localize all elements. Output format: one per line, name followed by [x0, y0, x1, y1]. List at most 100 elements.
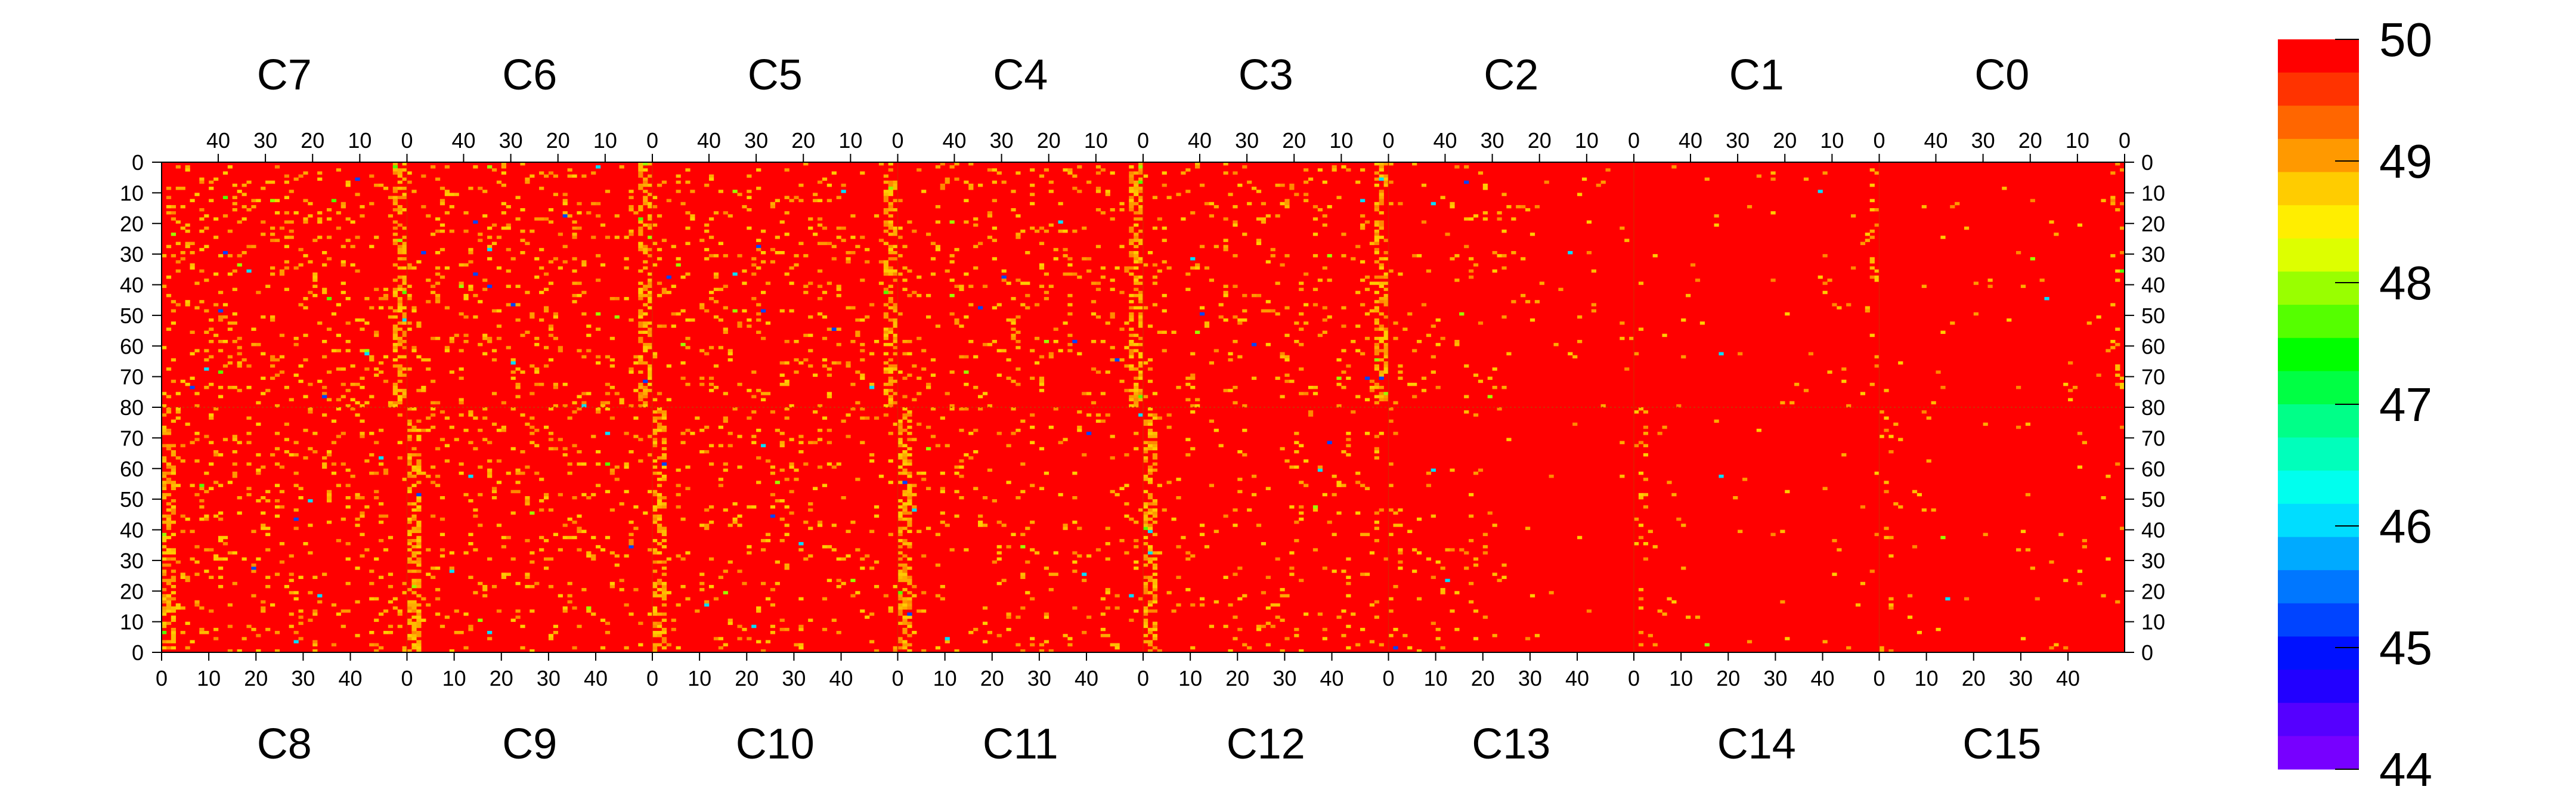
heatmap-cell — [1129, 398, 1134, 402]
heatmap-cell — [973, 217, 979, 221]
heatmap-cell — [1095, 171, 1101, 175]
heatmap-cell — [1383, 330, 1389, 334]
heatmap-cell — [431, 425, 436, 429]
heatmap-cell — [232, 202, 237, 206]
heatmap-cell — [539, 478, 544, 481]
heatmap-cell — [1147, 575, 1153, 579]
heatmap-cell — [360, 214, 365, 218]
heatmap-cell — [379, 538, 384, 543]
heatmap-cell — [883, 199, 888, 203]
heatmap-cell — [954, 465, 959, 469]
heatmap-cell — [1095, 548, 1101, 552]
heatmap-cell — [1383, 272, 1389, 276]
heatmap-cell — [1138, 376, 1144, 380]
heatmap-cell — [2120, 382, 2125, 386]
heatmap-cell — [1553, 343, 1559, 346]
heatmap-cell — [543, 557, 549, 561]
heatmap-cell — [907, 459, 912, 463]
heatmap-cell — [907, 432, 912, 435]
heatmap-cell — [836, 361, 841, 365]
heatmap-cell — [402, 315, 407, 319]
heatmap-cell — [609, 336, 615, 340]
heatmap-cell — [633, 588, 639, 592]
heatmap-cell — [171, 646, 177, 650]
heatmap-cell — [1030, 349, 1035, 352]
heatmap-cell — [572, 269, 577, 273]
heatmap-cell — [204, 386, 209, 389]
heatmap-cell — [883, 303, 888, 306]
heatmap-cell — [1714, 214, 1719, 218]
heatmap-cell — [1143, 581, 1148, 586]
heatmap-cell — [1143, 524, 1148, 527]
heatmap-cell — [1270, 624, 1275, 628]
heatmap-cell — [704, 223, 710, 227]
heatmap-cell — [643, 284, 648, 288]
heatmap-cell — [397, 364, 402, 368]
heatmap-cell — [1586, 220, 1592, 224]
heatmap-cell — [2077, 432, 2083, 435]
right-y-tick-label: 80 — [2141, 395, 2165, 420]
heatmap-cell — [1671, 165, 1677, 169]
heatmap-cell — [392, 287, 398, 292]
heatmap-cell — [708, 462, 714, 466]
heatmap-cell — [897, 312, 903, 316]
top-x-tick-label: 30 — [744, 128, 768, 153]
heatmap-cell — [1388, 532, 1394, 537]
heatmap-cell — [652, 196, 658, 199]
heatmap-cell — [1837, 548, 1842, 552]
heatmap-cell — [1388, 269, 1394, 273]
heatmap-cell — [340, 432, 346, 435]
heatmap-cell — [1124, 346, 1129, 349]
heatmap-cell — [1138, 355, 1144, 359]
heatmap-cell — [1129, 208, 1134, 212]
heatmap-cell — [392, 220, 398, 224]
heatmap-cell — [2068, 361, 2073, 365]
heatmap-cell — [1874, 208, 1880, 212]
heatmap-cell — [166, 410, 172, 414]
heatmap-cell — [369, 244, 374, 249]
heatmap-cell — [284, 266, 289, 270]
bottom-x-tick-label: 20 — [1225, 666, 1249, 691]
heatmap-cell — [411, 624, 417, 628]
heatmap-cell — [392, 382, 398, 386]
heatmap-cell — [1312, 392, 1318, 395]
heatmap-cell — [463, 293, 469, 298]
heatmap-cell — [166, 535, 172, 540]
heatmap-cell — [1209, 361, 1214, 365]
heatmap-cell — [1138, 242, 1144, 246]
heatmap-cell — [1671, 600, 1677, 604]
heatmap-cell — [661, 428, 667, 432]
heatmap-cell — [756, 606, 761, 610]
heatmap-cell — [652, 465, 658, 469]
heatmap-cell — [1086, 180, 1092, 184]
heatmap-cell — [826, 462, 832, 466]
heatmap-cell — [562, 609, 568, 613]
heatmap-cell — [1025, 527, 1030, 530]
heatmap-cell — [1888, 606, 1894, 610]
heatmap-cell — [459, 367, 464, 371]
heatmap-cell — [1469, 600, 1474, 604]
heatmap-cell — [888, 272, 893, 276]
heatmap-cell — [449, 551, 454, 555]
colorbar-tick-label: 50 — [2379, 13, 2432, 66]
top-x-tick-label: 10 — [838, 128, 862, 153]
heatmap-cell — [1152, 413, 1158, 417]
heatmap-cell — [1440, 591, 1445, 595]
heatmap-cell — [907, 621, 912, 626]
heatmap-cell — [194, 600, 200, 604]
heatmap-cell — [638, 187, 643, 190]
heatmap-cell — [1265, 300, 1271, 304]
heatmap-cell — [586, 609, 592, 613]
heatmap-cell — [1379, 177, 1384, 181]
heatmap-cell — [1275, 214, 1280, 218]
heatmap-cell — [355, 193, 360, 196]
heatmap-cell — [1940, 386, 1946, 389]
heatmap-cell — [1379, 373, 1384, 377]
heatmap-cell — [1360, 627, 1366, 631]
left-y-tick-label: 0 — [132, 640, 144, 665]
heatmap-cell — [826, 373, 832, 377]
heatmap-cell — [964, 199, 969, 203]
heatmap-cell — [171, 444, 177, 448]
heatmap-cell — [270, 180, 275, 184]
heatmap-cell — [1374, 223, 1379, 227]
